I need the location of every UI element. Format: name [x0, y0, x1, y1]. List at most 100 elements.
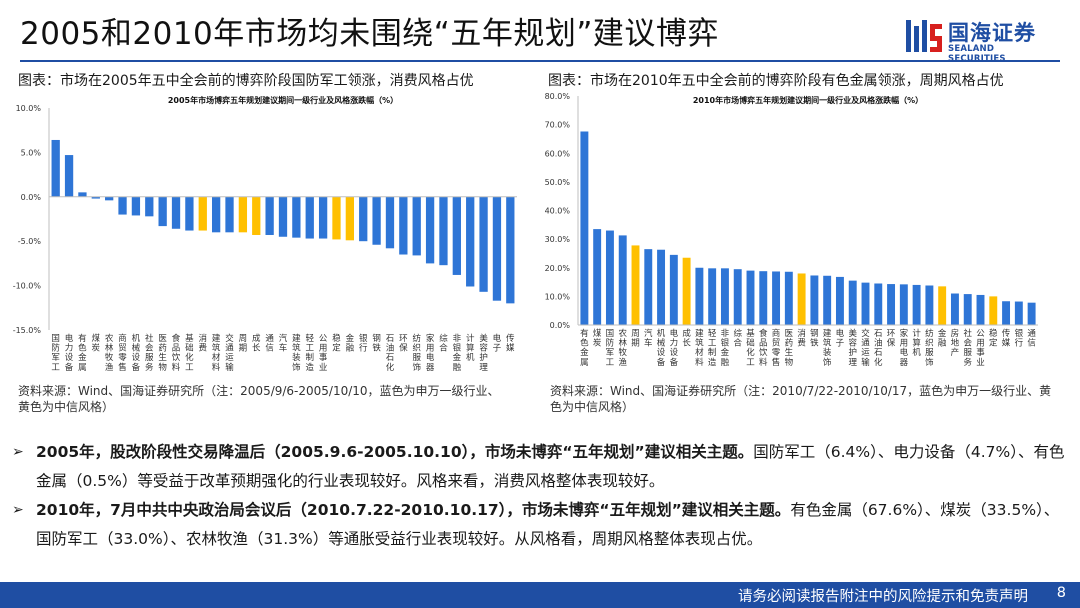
- y-tick-label: -15.0%: [13, 326, 42, 335]
- x-tick-label: 机械设备: [657, 328, 666, 368]
- bar: [1014, 301, 1023, 325]
- bar: [797, 273, 806, 325]
- bar: [899, 284, 908, 325]
- x-tick-label: 钢铁: [810, 328, 819, 349]
- bar: [64, 155, 74, 197]
- x-tick-label: 金融: [346, 333, 355, 354]
- x-tick-label: 周期: [239, 334, 248, 354]
- y-tick-label: 10.0%: [16, 104, 42, 113]
- left-chart-caption: 图表：市场在2005年五中全会前的博弈阶段国防军工领涨，消费风格占优: [18, 73, 474, 89]
- x-tick-label: 社会服务: [963, 328, 972, 368]
- bullet-2010-bold: 2010年，7月中共中央政治局会议后（2010.7.22-2010.10.17）…: [36, 501, 791, 519]
- x-tick-label: 传媒: [506, 333, 515, 354]
- bar: [412, 196, 421, 256]
- bar: [91, 196, 100, 199]
- logo-en: SEALAND SECURITIES: [948, 44, 1006, 64]
- bar: [479, 196, 488, 292]
- bar: [225, 196, 234, 233]
- x-tick-label: 环保: [887, 329, 896, 349]
- bullet-2005-bold: 2005年，股改阶段性交易降温后（2005.9.6-2005.10.10），市场…: [36, 443, 754, 461]
- bar: [171, 196, 181, 229]
- bar: [593, 229, 602, 325]
- x-tick-label: 家用电器: [900, 328, 909, 368]
- chart-2010: 2010年市场博弈五年规划建议期间一级行业及风格涨跌幅（%） 80.0% 70.0%…: [538, 90, 1050, 382]
- left-source-line-1: 资料来源：Wind、国海证券研究所（注：2005/9/6-2005/10/10，…: [18, 384, 500, 398]
- x-tick-label: 非银金融: [453, 333, 462, 373]
- x-tick-label: 机械设备: [132, 333, 141, 373]
- x-tick-label: 煤炭: [593, 328, 602, 349]
- x-tick-label: 房地产: [951, 328, 960, 358]
- x-tick-label: 公用事业: [976, 329, 985, 368]
- sealand-logo-icon: [906, 20, 942, 52]
- bar: [439, 196, 448, 266]
- left-source-note: 资料来源：Wind、国海证券研究所（注：2005/9/6-2005/10/10，…: [18, 383, 500, 415]
- y-tick-label: 70.0%: [545, 121, 571, 130]
- bullet-2010-text: 有色金属（67.6%）、煤炭（33.5%）、国防军工（33.0%）、农林牧渔（3…: [36, 501, 1060, 548]
- x-tick-label: 食品饮料: [759, 328, 768, 368]
- page-title: 2005和2010年市场均未围绕“五年规划”建议博弈: [20, 16, 719, 52]
- bar: [332, 196, 341, 240]
- x-tick-label: 纺织服饰: [412, 333, 421, 373]
- bar: [145, 196, 154, 217]
- y-tick-label: 20.0%: [545, 264, 571, 273]
- x-tick-label: 交通运输: [861, 328, 870, 368]
- bar: [874, 283, 883, 325]
- chart-title: 2005年市场博弈五年规划建议期间一级行业及风格涨跌幅（%）: [168, 95, 398, 105]
- bar: [810, 275, 819, 325]
- bar: [720, 268, 729, 325]
- x-tick-label: 农林牧渔: [105, 333, 114, 373]
- bar: [746, 270, 755, 325]
- y-tick-label: 0.0%: [21, 193, 42, 202]
- x-tick-label: 通信: [265, 333, 274, 354]
- bar: [925, 285, 934, 325]
- bar: [265, 196, 274, 235]
- bar: [1027, 302, 1036, 325]
- brand-logo: 国海证券 SEALAND SECURITIES: [904, 14, 1054, 64]
- x-tick-label: 通信: [1027, 328, 1036, 349]
- x-tick-label: 建筑材料: [695, 328, 704, 368]
- arrow-bullet-icon: ➢: [12, 502, 24, 518]
- bar: [452, 196, 461, 275]
- bar: [1002, 301, 1011, 325]
- x-tick-label: 计算机: [466, 333, 475, 363]
- bar: [158, 196, 167, 227]
- x-tick-label: 非银金融: [721, 328, 730, 368]
- bar: [835, 276, 844, 325]
- bar: [618, 235, 627, 325]
- bar: [252, 196, 261, 235]
- y-tick-label: 60.0%: [545, 149, 571, 158]
- x-tick-label: 钢铁: [372, 333, 381, 354]
- chart-2010-svg: 2010年市场博弈五年规划建议期间一级行业及风格涨跌幅（%） 80.0% 70.0%…: [545, 92, 1038, 368]
- x-tick-label: 家用电器: [426, 333, 435, 373]
- bar: [644, 249, 653, 325]
- x-tick-label: 石油石化: [386, 334, 395, 373]
- x-tick-label: 银行: [359, 333, 368, 354]
- x-tick-label: 传媒: [1002, 328, 1011, 349]
- x-tick-label: 汽车: [279, 333, 288, 354]
- bar: [605, 230, 614, 325]
- x-tick-label: 国防军工: [606, 329, 615, 368]
- bar: [708, 268, 717, 325]
- x-tick-label: 纺织服饰: [925, 328, 934, 368]
- right-chart-caption: 图表：市场在2010年五中全会前的博弈阶段有色金属领涨，周期风格占优: [548, 73, 1004, 89]
- x-tick-label: 公用事业: [319, 334, 328, 373]
- x-tick-label: 银行: [1015, 328, 1024, 349]
- bullet-2005: ➢ 2005年，股改阶段性交易降温后（2005.9.6-2005.10.10），…: [10, 438, 1070, 496]
- x-tick-label: 稳定: [989, 328, 998, 349]
- bar: [695, 267, 704, 325]
- bar: [580, 131, 589, 325]
- y-tick-label: 50.0%: [545, 178, 571, 187]
- bar: [399, 196, 408, 255]
- chart-2005: 2005年市场博弈五年规划建议期间一级行业及风格涨跌幅（%） 10.0% 5.0% 0…: [12, 90, 527, 382]
- bar: [823, 275, 832, 325]
- bar: [784, 271, 793, 325]
- y-tick-label: 30.0%: [545, 235, 571, 244]
- bar: [848, 280, 857, 325]
- bar: [861, 282, 870, 325]
- bar: [278, 196, 288, 237]
- x-tick-label: 环保: [399, 334, 408, 354]
- x-tick-label: 消费: [797, 328, 806, 349]
- bar: [385, 196, 395, 249]
- x-tick-label: 交通运输: [225, 333, 234, 373]
- bar: [682, 257, 691, 325]
